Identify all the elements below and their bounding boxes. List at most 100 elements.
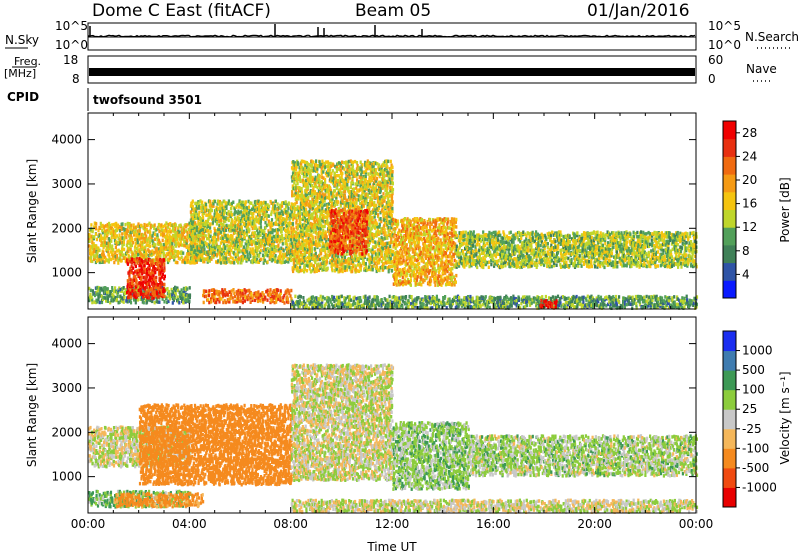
heatmap-cell [247,293,250,298]
heatmap-cell [155,275,158,280]
heatmap-cell [283,301,286,305]
heatmap-cell [374,261,377,265]
heatmap-cell [259,219,262,224]
heatmap-cell [128,275,131,280]
heatmap-cell [370,197,373,201]
heatmap-cell [134,270,137,274]
heatmap-cell [153,237,156,241]
heatmap-cell [195,252,198,257]
heatmap-cell [139,243,142,247]
heatmap-cell [179,296,182,301]
heatmap-cell [130,264,133,269]
heatmap-cell [287,227,290,231]
heatmap-cell [283,293,286,298]
heatmap-cell [275,298,279,302]
heatmap-cell [102,286,105,290]
heatmap-cell [198,215,202,220]
heatmap-cell [352,201,356,205]
heatmap-cell [99,221,102,226]
heatmap-cell [154,243,157,247]
heatmap-cell [217,236,220,240]
heatmap-cell [318,208,321,212]
heatmap-cell [148,277,151,282]
heatmap-cell [140,266,143,270]
heatmap-cell [261,291,264,295]
heatmap-cell [324,165,327,169]
heatmap-cell [295,218,298,223]
heatmap-cell [220,201,223,205]
heatmap-cell [136,283,139,287]
heatmap-cell [112,233,115,237]
heatmap-cell [201,245,204,249]
heatmap-cell [150,292,153,297]
heatmap-cell [143,270,146,275]
heatmap-cell [138,231,141,236]
heatmap-cell [355,161,359,165]
heatmap-cell [216,297,219,302]
heatmap-cell [117,223,120,227]
heatmap-cell [200,230,203,235]
heatmap-cell [233,291,236,296]
heatmap-cell [149,298,152,303]
heatmap-cell [152,273,155,278]
heatmap-cell [207,298,210,302]
freq-band [89,68,695,76]
heatmap-cell [143,228,147,232]
heatmap-cell [171,292,174,297]
heatmap-cell [307,228,310,233]
heatmap-cell [156,233,159,237]
heatmap-cell [351,164,354,168]
heatmap-cell [107,247,110,252]
heatmap-cell [138,228,141,233]
heatmap-cell [125,235,128,240]
heatmap-cell [230,292,233,297]
heatmap-cell [168,297,171,301]
heatmap-cell [182,237,185,241]
heatmap-cell [365,265,368,269]
heatmap-cell [257,290,260,294]
heatmap-cell [285,300,289,304]
heatmap-cell [115,228,118,233]
heatmap-cell [182,226,185,230]
heatmap-cell [279,291,282,295]
heatmap-cell [305,269,309,273]
heatmap-cell [144,268,147,272]
heatmap-cell [114,254,117,259]
heatmap-cell [307,221,310,225]
heatmap-cell [218,300,221,304]
heatmap-cell [191,254,194,259]
heatmap-cell [314,259,317,264]
heatmap-cell [157,242,160,246]
heatmap-cell [364,180,367,185]
heatmap-cell [308,210,311,214]
heatmap-cell [144,287,147,292]
heatmap-cell [156,300,159,304]
heatmap-cell [250,294,253,298]
heatmap-cell [242,245,245,249]
heatmap-cell [150,253,153,257]
heatmap-cell [221,294,224,299]
heatmap-cell [142,295,145,299]
heatmap-cell [229,296,232,301]
heatmap-cell [161,285,164,290]
heatmap-cell [262,300,265,304]
heatmap-cell [144,232,147,236]
heatmap-cell [141,246,144,251]
heatmap-cell [236,296,239,301]
heatmap-cell [241,291,244,296]
heatmap-cell [199,205,203,210]
heatmap-cell [127,239,130,244]
heatmap-cell [167,235,170,240]
heatmap-cell [130,260,134,265]
heatmap-cell [180,255,183,260]
heatmap-cell [305,161,308,165]
heatmap-cell [129,247,132,252]
heatmap-cell [136,259,139,263]
heatmap-cell [90,295,93,300]
heatmap-cell [193,255,196,260]
heatmap-cell [144,280,147,284]
heatmap-cell [163,274,166,279]
heatmap-cell [117,258,120,263]
heatmap-cell [122,242,125,247]
heatmap-cell [290,238,293,242]
